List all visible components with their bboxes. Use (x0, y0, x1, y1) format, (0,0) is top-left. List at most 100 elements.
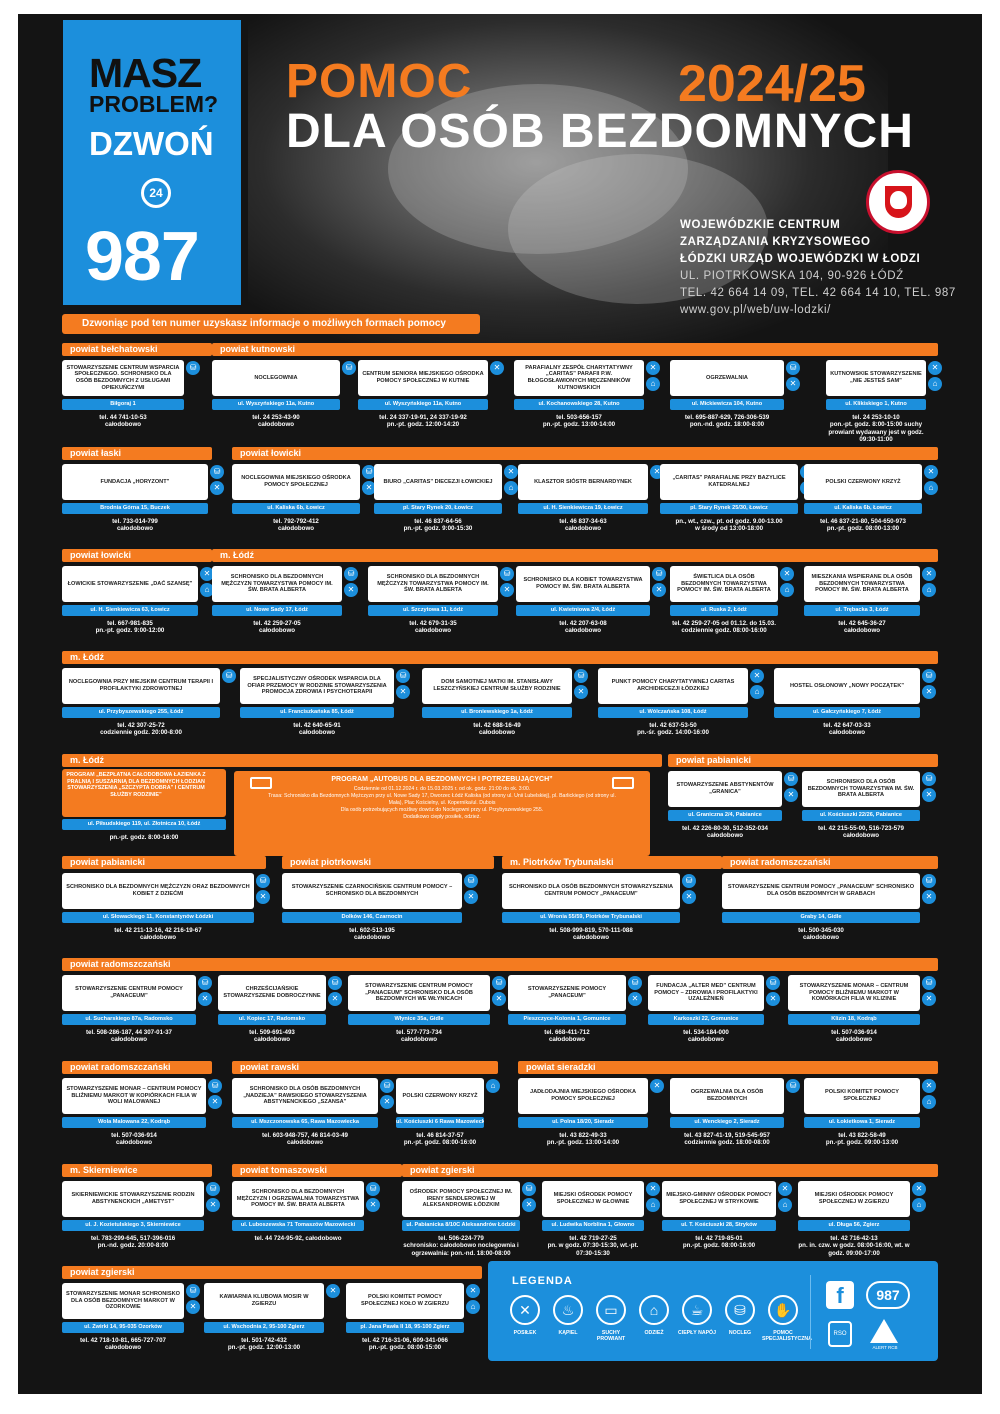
facility-hours: całodobowo (277, 525, 315, 533)
facility-name: KLASZTOR SIÓSTR BERNARDYNEK (518, 464, 648, 500)
facility-address: ul. Łokietkowa 1, Sieradz (804, 1117, 920, 1128)
facility-name: Fundacja „ALTER MED” Centrum Pomocy – Zd… (648, 975, 764, 1011)
facility-hours: całodobowo (400, 1036, 438, 1044)
facebook-icon[interactable]: f (826, 1281, 854, 1309)
facility-phone[interactable]: tel. 603-948-757, 46 814-03-49 (262, 1132, 348, 1139)
bed-icon: ⛁ (256, 874, 270, 888)
facility-card: STOWARZYSZENIE MONAR – CENTRUM POMOCY BL… (788, 975, 938, 1059)
facility-phone[interactable]: tel. 42 226-80-30, 512-352-034 (682, 825, 768, 832)
facility-phone[interactable]: tel. 24 253-43-90 (252, 414, 300, 421)
facility-contact: tel. 792-792-412 całodobowo (232, 518, 360, 533)
facility-phone[interactable]: tel. 43 827-41-19, 519-545-957 (684, 1132, 770, 1139)
facility-phone[interactable]: pn., wt., czw., pt. od godz. 9.00-13.00 (675, 518, 783, 525)
facility-name: MIESZKANIA WSPIERANE DLA OSÓB BEZDOMNYCH… (804, 566, 920, 602)
facility-phone[interactable]: tel. 46 837-34-63 (559, 518, 607, 525)
facility-phone[interactable]: tel. 42 679-31-35 (409, 620, 457, 627)
cutlery-icon: ✕ (522, 1198, 536, 1212)
service-icons: ✕⌂ (646, 361, 662, 393)
bed-icon: ⛁ (574, 669, 588, 683)
facility-phone[interactable]: tel. 42 688-16-49 (473, 722, 521, 729)
lodz-program-address: ul. Piłsudskiego 119, ul. Złotnicza 10, … (62, 819, 226, 830)
facility-phone[interactable]: tel. 42 259-27-05 (253, 620, 301, 627)
legend-item: ⌂ ODZIEŻ (633, 1295, 675, 1336)
facility-contact: tel. 46 814-37-57 pn.-pt. godz. 08:00-16:… (396, 1132, 484, 1147)
facility-phone[interactable]: tel. 534-184-000 (683, 1029, 729, 1036)
facility-phone[interactable]: tel. 695-887-629, 726-306-539 (684, 414, 770, 421)
facility-hours: pn.-pt. godz. 08:00-13:00 (826, 525, 900, 533)
facility-phone[interactable]: tel. 508-999-819, 570-111-088 (549, 927, 633, 934)
facility-phone[interactable]: tel. 46 837-21-80, 504-650-973 (820, 518, 906, 525)
facility-phone[interactable]: tel. 42 307-25-72 (117, 722, 165, 729)
facility-phone[interactable]: tel. 46 837-64-56 (414, 518, 462, 525)
service-icons: ⛁ (222, 669, 238, 685)
facility-phone[interactable]: tel. 792-792-412 (273, 518, 319, 525)
facility-hours: pon.-pt. godz. 8:00-15:00 suchy prowiant… (828, 421, 924, 444)
bus-program-dates: Codziennie od 01.12.2024 r. do 15.03.202… (353, 786, 531, 792)
service-icons: ⛁ ✕ (256, 874, 272, 906)
facility-phone[interactable]: tel. 42 207-63-08 (559, 620, 607, 627)
facility-card: STOWARZYSZENIE CZARNOCIŃSKIE CENTRUM POM… (282, 873, 480, 957)
facility-phone[interactable]: tel. 42 637-53-50 (649, 722, 697, 729)
facility-phone[interactable]: tel. 577-773-734 (396, 1029, 442, 1036)
facility-card: DOM SAMOTNEJ MATKI IM. STANISŁAWY LESZCZ… (422, 668, 590, 752)
facility-phone[interactable]: tel. 501-742-432 (241, 1337, 287, 1344)
hotline-number[interactable]: 987 (85, 217, 200, 295)
facility-phone[interactable]: tel. 24 337-19-91, 24 337-19-92 (379, 414, 467, 421)
facility-card: MIEJSKI OŚRODEK POMOCY SPOŁECZNEJ W ZGIE… (798, 1181, 928, 1265)
shirt-icon: ⌂ (646, 377, 660, 391)
bed-icon: ⛁ (922, 669, 936, 683)
facility-phone[interactable]: tel. 506-224-779 (438, 1235, 484, 1242)
facility-phone[interactable]: tel. 42 719-85-01 (695, 1235, 743, 1242)
facility-phone[interactable]: tel. 44 741-10-53 (99, 414, 147, 421)
facility-contact: tel. 603-948-757, 46 814-03-49 całodobowo (232, 1132, 378, 1147)
facility-phone[interactable]: tel. 733-014-799 (112, 518, 158, 525)
cutlery-icon: ✕ (328, 992, 342, 1006)
facility-contact: tel. 42 215-55-00, 516-723-579 całodobowo (802, 825, 920, 840)
org-website[interactable]: www.gov.pl/web/uw-lodzki/ (680, 304, 831, 316)
facility-phone[interactable]: tel. 668-411-712 (544, 1029, 590, 1036)
cutlery-icon: ✕ (922, 685, 936, 699)
facility-phone[interactable]: tel. 42 645-36-27 (838, 620, 886, 627)
service-icons: ⛁ ✕ (500, 567, 516, 599)
facility-phone[interactable]: tel. 42 259-27-05 od 01.12. do 15.03. (672, 620, 776, 627)
facility-address: Dolków 146, Czarnocin (282, 912, 462, 923)
facility-name: ŁOWICKIE STOWARZYSZENIE „DAĆ SZANSĘ” (62, 566, 198, 602)
facility-phone[interactable]: tel. 42 718-10-81, 665-727-707 (80, 1337, 166, 1344)
facility-phone[interactable]: tel. 42 640-65-91 (293, 722, 341, 729)
facility-card: STOWARZYSZENIE CENTRUM POMOCY „PANACEUM”… (62, 975, 214, 1059)
facility-address: Biłgoraj 1 (62, 399, 184, 410)
facility-phone[interactable]: tel. 42 716-42-13 (830, 1235, 878, 1242)
facility-phone[interactable]: tel. 507-036-914 (111, 1132, 157, 1139)
hotline-badge[interactable]: 987 (866, 1281, 910, 1309)
facility-phone[interactable]: tel. 503-656-157 (556, 414, 602, 421)
facility-phone[interactable]: tel. 42 211-13-16, 42 216-19-67 (114, 927, 202, 934)
facility-card: SCHRONISKO DLA KOBIET TOWARZYSTWA POMOCY… (516, 566, 668, 650)
facility-phone[interactable]: tel. 602-513-195 (349, 927, 395, 934)
facility-phone[interactable]: tel. 509-691-493 (249, 1029, 295, 1036)
facility-phone[interactable]: tel. 44 724-95-92, całodobowo (254, 1235, 342, 1242)
facility-phone[interactable]: tel. 507-036-914 (831, 1029, 877, 1036)
facility-phone[interactable]: tel. 500-345-030 (798, 927, 844, 934)
facility-address: ul. Kaliska 6b, Łowicz (804, 503, 922, 514)
facility-phone[interactable]: tel. 42 647-03-33 (823, 722, 871, 729)
facility-phone[interactable]: tel. 46 814-37-57 (416, 1132, 464, 1139)
facility-card: MIEJSKO-GMINNY OŚRODEK POMOCY SPOŁECZNEJ… (662, 1181, 794, 1265)
facility-phone[interactable]: tel. 783-299-645, 517-396-016 (90, 1235, 176, 1242)
facility-address: ul. Wólczańska 108, Łódź (598, 707, 748, 718)
facility-phone[interactable]: tel. 667-981-835 (107, 620, 153, 627)
facility-phone[interactable]: tel. 43 822-58-49 (838, 1132, 886, 1139)
facility-phone[interactable]: tel. 508-286-187, 44 307-01-37 (86, 1029, 172, 1036)
facility-phone[interactable]: tel. 43 822-49-33 (559, 1132, 607, 1139)
service-icons: ⛁ ✕ (922, 976, 938, 1008)
service-icons: ⛁ ✕ (208, 1079, 224, 1111)
facility-phone[interactable]: tel. 42 215-55-00, 516-723-579 (818, 825, 904, 832)
facility-phone[interactable]: tel. 42 719-27-25 (569, 1235, 617, 1242)
facility-contact: tel. 43 822-49-33 pn.-pt. godz. 13:00-14:… (518, 1132, 648, 1147)
facility-name: PUNKT POMOCY CHARYTATYWNEJ CARITAS ARCHI… (598, 668, 748, 704)
facility-phone[interactable]: tel. 42 716-31-06, 609-341-066 (362, 1337, 448, 1344)
facility-phone[interactable]: tel. 24 253-10-10 (852, 414, 900, 421)
alert-rcb-icon (870, 1319, 898, 1343)
facility-hours: całodobowo (478, 729, 516, 737)
facility-address: pl. Stary Rynek 20, Łowicz (374, 503, 502, 514)
bed-icon: ⛁ (328, 976, 342, 990)
